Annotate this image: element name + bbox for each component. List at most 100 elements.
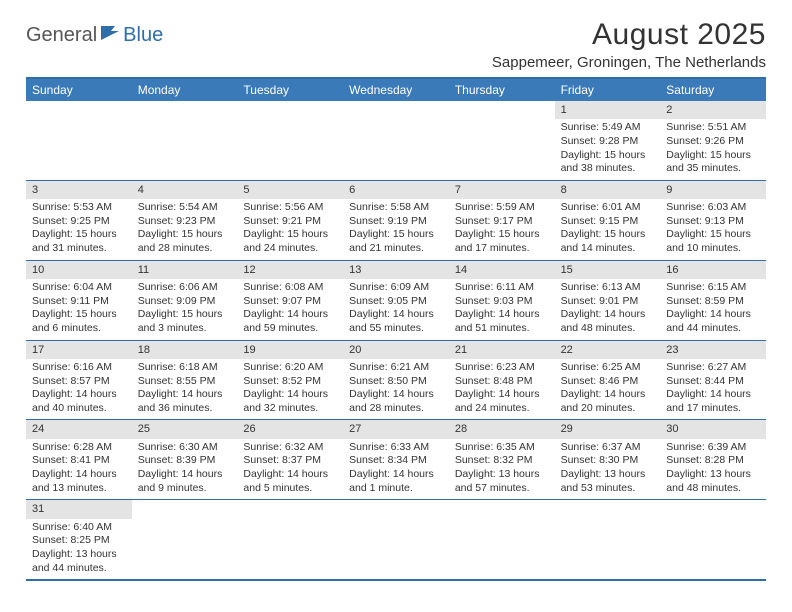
day-info-line: Sunset: 8:25 PM bbox=[32, 534, 126, 548]
day-number: 28 bbox=[449, 420, 555, 438]
day-cell: 17Sunrise: 6:16 AMSunset: 8:57 PMDayligh… bbox=[26, 341, 132, 420]
day-cell bbox=[343, 500, 449, 579]
day-cell: 8Sunrise: 6:01 AMSunset: 9:15 PMDaylight… bbox=[555, 181, 661, 260]
day-cell-body: Sunrise: 6:39 AMSunset: 8:28 PMDaylight:… bbox=[660, 439, 766, 500]
day-info-line: Sunrise: 6:32 AM bbox=[243, 441, 337, 455]
day-cell: 5Sunrise: 5:56 AMSunset: 9:21 PMDaylight… bbox=[237, 181, 343, 260]
day-cell: 24Sunrise: 6:28 AMSunset: 8:41 PMDayligh… bbox=[26, 420, 132, 499]
day-info-line: Daylight: 13 hours and 53 minutes. bbox=[561, 468, 655, 495]
day-cell: 19Sunrise: 6:20 AMSunset: 8:52 PMDayligh… bbox=[237, 341, 343, 420]
day-cell: 2Sunrise: 5:51 AMSunset: 9:26 PMDaylight… bbox=[660, 101, 766, 180]
day-cell-body: Sunrise: 6:25 AMSunset: 8:46 PMDaylight:… bbox=[555, 359, 661, 420]
day-info-line: Sunset: 8:28 PM bbox=[666, 454, 760, 468]
day-info-line: Daylight: 15 hours and 28 minutes. bbox=[138, 228, 232, 255]
day-cell: 21Sunrise: 6:23 AMSunset: 8:48 PMDayligh… bbox=[449, 341, 555, 420]
day-cell-body: Sunrise: 5:56 AMSunset: 9:21 PMDaylight:… bbox=[237, 199, 343, 260]
day-info-line: Daylight: 13 hours and 48 minutes. bbox=[666, 468, 760, 495]
day-info-line: Sunrise: 6:13 AM bbox=[561, 281, 655, 295]
day-info-line: Sunrise: 6:33 AM bbox=[349, 441, 443, 455]
day-info-line: Sunset: 8:37 PM bbox=[243, 454, 337, 468]
day-cell-body: Sunrise: 5:59 AMSunset: 9:17 PMDaylight:… bbox=[449, 199, 555, 260]
day-info-line: Sunset: 8:48 PM bbox=[455, 375, 549, 389]
day-info-line: Sunset: 9:26 PM bbox=[666, 135, 760, 149]
month-title: August 2025 bbox=[492, 18, 766, 52]
day-info-line: Sunrise: 6:08 AM bbox=[243, 281, 337, 295]
day-cell-body: Sunrise: 6:37 AMSunset: 8:30 PMDaylight:… bbox=[555, 439, 661, 500]
day-number: 15 bbox=[555, 261, 661, 279]
day-info-line: Sunrise: 6:03 AM bbox=[666, 201, 760, 215]
day-info-line: Daylight: 14 hours and 55 minutes. bbox=[349, 308, 443, 335]
week-row: 10Sunrise: 6:04 AMSunset: 9:11 PMDayligh… bbox=[26, 261, 766, 341]
day-header-cell: Thursday bbox=[449, 79, 555, 101]
day-cell: 23Sunrise: 6:27 AMSunset: 8:44 PMDayligh… bbox=[660, 341, 766, 420]
logo: General Blue bbox=[26, 18, 163, 47]
day-info-line: Daylight: 14 hours and 59 minutes. bbox=[243, 308, 337, 335]
day-cell bbox=[26, 101, 132, 180]
day-info-line: Daylight: 15 hours and 17 minutes. bbox=[455, 228, 549, 255]
title-block: August 2025 Sappemeer, Groningen, The Ne… bbox=[492, 18, 766, 71]
day-info-line: Sunrise: 6:35 AM bbox=[455, 441, 549, 455]
day-info-line: Daylight: 15 hours and 6 minutes. bbox=[32, 308, 126, 335]
day-cell: 12Sunrise: 6:08 AMSunset: 9:07 PMDayligh… bbox=[237, 261, 343, 340]
day-info-line: Sunset: 8:44 PM bbox=[666, 375, 760, 389]
day-cell: 20Sunrise: 6:21 AMSunset: 8:50 PMDayligh… bbox=[343, 341, 449, 420]
day-info-line: Sunrise: 5:54 AM bbox=[138, 201, 232, 215]
day-info-line: Daylight: 14 hours and 40 minutes. bbox=[32, 388, 126, 415]
day-header-cell: Wednesday bbox=[343, 79, 449, 101]
day-cell: 29Sunrise: 6:37 AMSunset: 8:30 PMDayligh… bbox=[555, 420, 661, 499]
day-cell-body: Sunrise: 5:53 AMSunset: 9:25 PMDaylight:… bbox=[26, 199, 132, 260]
day-info-line: Daylight: 14 hours and 17 minutes. bbox=[666, 388, 760, 415]
day-cell: 27Sunrise: 6:33 AMSunset: 8:34 PMDayligh… bbox=[343, 420, 449, 499]
day-info-line: Daylight: 14 hours and 32 minutes. bbox=[243, 388, 337, 415]
day-info-line: Sunrise: 6:11 AM bbox=[455, 281, 549, 295]
day-info-line: Sunset: 8:39 PM bbox=[138, 454, 232, 468]
day-cell: 30Sunrise: 6:39 AMSunset: 8:28 PMDayligh… bbox=[660, 420, 766, 499]
day-cell: 18Sunrise: 6:18 AMSunset: 8:55 PMDayligh… bbox=[132, 341, 238, 420]
day-number: 31 bbox=[26, 500, 132, 518]
day-info-line: Sunset: 9:21 PM bbox=[243, 215, 337, 229]
day-cell-body: Sunrise: 5:49 AMSunset: 9:28 PMDaylight:… bbox=[555, 119, 661, 180]
day-cell bbox=[449, 500, 555, 579]
day-cell bbox=[449, 101, 555, 180]
day-cell-body: Sunrise: 6:28 AMSunset: 8:41 PMDaylight:… bbox=[26, 439, 132, 500]
day-info-line: Sunset: 9:01 PM bbox=[561, 295, 655, 309]
day-info-line: Sunset: 8:50 PM bbox=[349, 375, 443, 389]
calendar-page: General Blue August 2025 Sappemeer, Gron… bbox=[0, 0, 792, 581]
day-info-line: Sunset: 8:57 PM bbox=[32, 375, 126, 389]
day-cell-body: Sunrise: 6:23 AMSunset: 8:48 PMDaylight:… bbox=[449, 359, 555, 420]
day-info-line: Sunrise: 6:01 AM bbox=[561, 201, 655, 215]
day-cell-body: Sunrise: 6:40 AMSunset: 8:25 PMDaylight:… bbox=[26, 519, 132, 580]
day-number: 16 bbox=[660, 261, 766, 279]
day-number: 1 bbox=[555, 101, 661, 119]
day-number: 6 bbox=[343, 181, 449, 199]
day-info-line: Sunset: 8:46 PM bbox=[561, 375, 655, 389]
day-info-line: Daylight: 15 hours and 35 minutes. bbox=[666, 149, 760, 176]
day-info-line: Sunset: 8:52 PM bbox=[243, 375, 337, 389]
day-number: 8 bbox=[555, 181, 661, 199]
day-number: 5 bbox=[237, 181, 343, 199]
day-cell: 15Sunrise: 6:13 AMSunset: 9:01 PMDayligh… bbox=[555, 261, 661, 340]
day-info-line: Sunrise: 5:49 AM bbox=[561, 121, 655, 135]
day-info-line: Daylight: 14 hours and 5 minutes. bbox=[243, 468, 337, 495]
day-number: 11 bbox=[132, 261, 238, 279]
day-cell-body: Sunrise: 6:15 AMSunset: 8:59 PMDaylight:… bbox=[660, 279, 766, 340]
day-info-line: Sunrise: 6:09 AM bbox=[349, 281, 443, 295]
day-info-line: Sunrise: 6:04 AM bbox=[32, 281, 126, 295]
day-number: 14 bbox=[449, 261, 555, 279]
day-number: 30 bbox=[660, 420, 766, 438]
day-cell-body: Sunrise: 6:09 AMSunset: 9:05 PMDaylight:… bbox=[343, 279, 449, 340]
day-cell-body: Sunrise: 6:04 AMSunset: 9:11 PMDaylight:… bbox=[26, 279, 132, 340]
day-cell-body: Sunrise: 6:03 AMSunset: 9:13 PMDaylight:… bbox=[660, 199, 766, 260]
day-cell bbox=[132, 500, 238, 579]
day-cell bbox=[555, 500, 661, 579]
day-info-line: Sunrise: 5:51 AM bbox=[666, 121, 760, 135]
day-info-line: Daylight: 13 hours and 57 minutes. bbox=[455, 468, 549, 495]
day-info-line: Daylight: 14 hours and 24 minutes. bbox=[455, 388, 549, 415]
day-cell-body: Sunrise: 6:08 AMSunset: 9:07 PMDaylight:… bbox=[237, 279, 343, 340]
day-info-line: Daylight: 15 hours and 3 minutes. bbox=[138, 308, 232, 335]
day-header-cell: Tuesday bbox=[237, 79, 343, 101]
week-row: 31Sunrise: 6:40 AMSunset: 8:25 PMDayligh… bbox=[26, 500, 766, 579]
day-info-line: Daylight: 14 hours and 36 minutes. bbox=[138, 388, 232, 415]
day-cell-body: Sunrise: 6:11 AMSunset: 9:03 PMDaylight:… bbox=[449, 279, 555, 340]
day-cell-body: Sunrise: 6:06 AMSunset: 9:09 PMDaylight:… bbox=[132, 279, 238, 340]
